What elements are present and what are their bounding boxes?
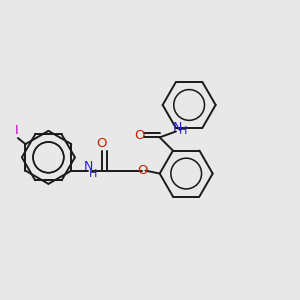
Text: O: O	[138, 164, 148, 176]
Text: O: O	[135, 129, 145, 142]
Text: O: O	[96, 137, 106, 150]
Text: H: H	[179, 127, 188, 136]
Text: H: H	[89, 169, 97, 178]
Text: N: N	[84, 160, 93, 173]
Text: N: N	[172, 121, 182, 134]
Text: I: I	[15, 124, 19, 137]
